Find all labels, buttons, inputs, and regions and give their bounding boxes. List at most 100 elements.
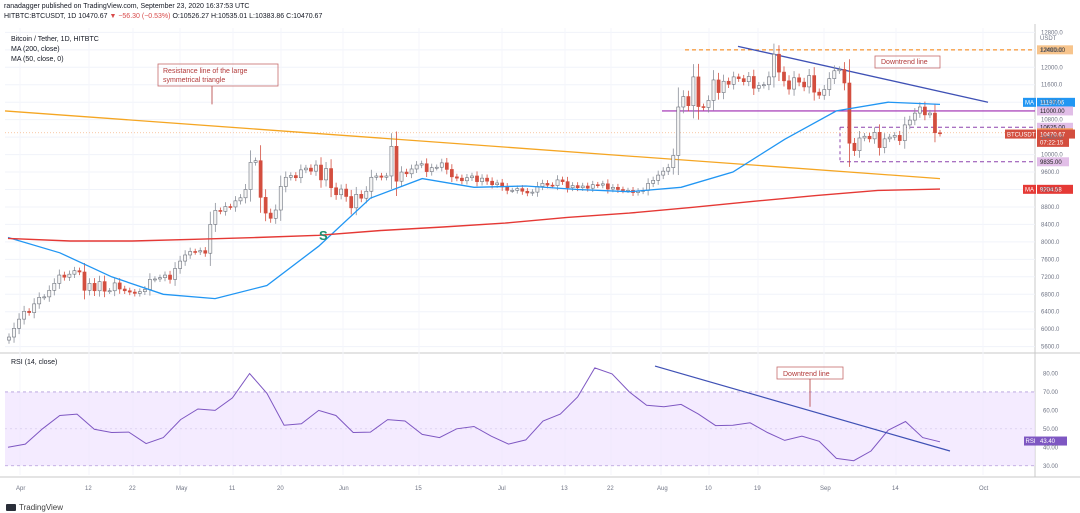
candle-body — [867, 135, 872, 140]
candle-body — [782, 71, 786, 82]
candle-body — [857, 137, 862, 151]
tag-ma50-bg — [1037, 97, 1075, 107]
candle-body — [797, 77, 801, 83]
candle-body — [127, 290, 132, 293]
ma200-line — [7, 188, 941, 242]
y-tick-label: 8800.0 — [1041, 205, 1060, 211]
y-tick-label: 8400.0 — [1041, 222, 1060, 228]
ma50-line — [7, 101, 941, 300]
symbol-label[interactable]: HITBTC:BTCUSDT, 1D — [4, 13, 77, 20]
candle-body — [314, 164, 318, 172]
y-tick-label: 9200.0 — [1041, 188, 1060, 194]
legend-ma200: MA (200, close) — [11, 46, 60, 53]
candle-body — [62, 274, 67, 278]
candle-body — [611, 187, 615, 190]
candle-body — [364, 190, 369, 199]
candle-body — [646, 183, 650, 191]
candle-body — [82, 271, 87, 291]
tag-ma200: 9204.58 — [1040, 188, 1062, 194]
low-value: L:10383.86 — [249, 13, 285, 20]
x-tick-label: Apr — [16, 486, 25, 492]
candle-body — [57, 274, 62, 284]
candle-body — [736, 76, 741, 79]
candle-body — [394, 145, 399, 182]
currency-label: USDT — [1040, 36, 1057, 42]
y-tick-label: 8000.0 — [1041, 240, 1060, 246]
candle-body — [777, 53, 781, 73]
tag-rsi-value: 43.40 — [1040, 439, 1056, 445]
candle-body — [183, 254, 187, 262]
candle-body — [168, 274, 172, 280]
legend-rsi: RSI (14, close) — [11, 359, 57, 366]
x-tick-label: Oct — [979, 486, 989, 492]
last-price: 10470.67 — [78, 13, 108, 20]
candle-body — [686, 96, 691, 106]
candle-body — [238, 197, 243, 202]
rsi-grid — [5, 391, 1035, 467]
price-labels: 12400.0011197.0611000.0010625.0010500.00… — [1005, 45, 1075, 446]
candle-body — [762, 84, 766, 87]
candle-body — [580, 185, 585, 189]
y-tick-label: 10800.0 — [1041, 118, 1063, 124]
candle-body — [842, 69, 847, 84]
moving-averages — [7, 101, 941, 300]
candle-body — [460, 177, 464, 182]
candle-body — [213, 210, 218, 225]
candle-body — [158, 277, 162, 280]
candle-body — [480, 177, 484, 182]
tradingview-logo[interactable]: TradingView — [6, 503, 63, 512]
candle-body — [122, 288, 127, 292]
rsi-downtrend-line — [654, 365, 951, 452]
x-tick-label: Jun — [339, 486, 349, 492]
x-tick-label: 15 — [415, 486, 422, 492]
candle-body — [595, 184, 600, 186]
candle-body — [827, 78, 832, 90]
candle-body — [847, 82, 852, 144]
candle-body — [112, 282, 117, 292]
candle-body — [354, 194, 359, 209]
legend-title: Bitcoin / Tether, 1D, HITBTC — [11, 36, 99, 43]
candle-body — [42, 296, 47, 299]
candle-body — [72, 270, 77, 275]
candle-body — [520, 188, 525, 192]
candle-body — [414, 164, 419, 170]
candle-body — [902, 124, 907, 141]
candle-body — [102, 281, 107, 292]
candle-body — [465, 177, 469, 182]
candle-body — [832, 70, 837, 79]
candle-body — [807, 75, 812, 88]
candle-body — [399, 171, 404, 182]
candle-body — [22, 310, 26, 320]
candle-body — [344, 188, 349, 197]
brand-name: TradingView — [19, 503, 64, 512]
candle-body — [772, 53, 776, 78]
open-value: O:10526.27 — [172, 13, 210, 20]
y-tick-label: 5600.0 — [1041, 345, 1060, 351]
candle-body — [444, 162, 449, 170]
candle-body — [510, 190, 515, 192]
candle-body — [741, 78, 746, 82]
candle-body — [263, 197, 268, 214]
y-tick-label: 6400.0 — [1041, 310, 1060, 316]
candle-body — [470, 175, 474, 179]
candle-body — [490, 180, 494, 185]
y-tick-label: 6800.0 — [1041, 292, 1060, 298]
tag-rsi-name-bg — [1024, 436, 1037, 446]
candle-body — [132, 291, 137, 294]
x-tick-label: Sep — [820, 486, 831, 492]
candle-body — [515, 188, 520, 191]
tag-ma200-name-bg — [1023, 184, 1036, 194]
y-tick-label: 9600.0 — [1041, 170, 1060, 176]
trend-lines — [4, 45, 1035, 180]
s-marker: S — [319, 228, 328, 243]
candle-body — [143, 289, 147, 292]
x-tick-label: 19 — [754, 486, 761, 492]
candle-body — [731, 76, 736, 85]
candle-body — [585, 185, 590, 189]
x-tick-label: 11 — [229, 486, 236, 492]
candle-body — [288, 175, 293, 178]
candle-body — [449, 169, 454, 178]
candle-body — [97, 281, 102, 292]
candle-body — [605, 183, 610, 190]
